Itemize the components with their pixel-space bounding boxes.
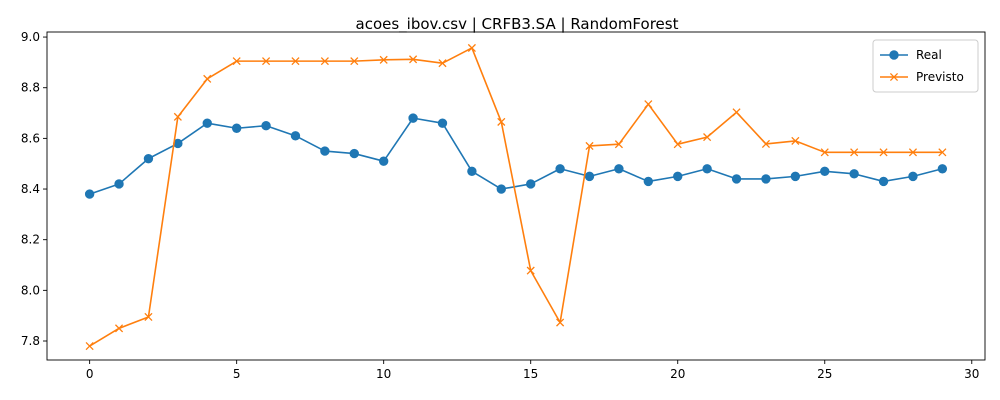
chart-title: acoes_ibov.csv | CRFB3.SA | RandomForest: [356, 15, 679, 34]
y-tick-label: 9.0: [21, 30, 40, 44]
x-tick-label: 30: [964, 367, 979, 381]
data-point-previsto: [203, 74, 212, 83]
data-point-real: [143, 153, 154, 164]
plot-frame: [46, 31, 986, 361]
data-point-previsto: [879, 148, 888, 157]
y-tick-label: 8.4: [21, 182, 40, 196]
series-real: [84, 113, 948, 199]
y-tick-label: 8.2: [21, 233, 40, 247]
x-tick-label: 10: [376, 367, 391, 381]
data-point-real: [702, 164, 712, 174]
data-point-real: [467, 166, 477, 177]
legend-box: [872, 39, 979, 93]
legend-label-previsto: Previsto: [916, 70, 964, 84]
data-point-real: [378, 156, 389, 166]
data-point-previsto: [438, 59, 447, 68]
data-point-real: [437, 118, 448, 128]
y-tick-label: 8.8: [21, 81, 40, 95]
data-point-previsto: [556, 318, 565, 327]
x-axis: 0 5 10 15 20 25 30: [86, 360, 979, 381]
data-point-real: [820, 166, 830, 177]
y-tick-label: 7.8: [21, 334, 40, 348]
data-point-real: [761, 174, 771, 184]
data-point-real: [202, 118, 212, 128]
data-point-real: [555, 164, 565, 174]
data-point-real: [320, 146, 330, 156]
data-point-real: [849, 169, 859, 179]
data-point-previsto: [144, 312, 153, 322]
data-point-real: [526, 179, 536, 189]
data-point-real: [937, 164, 948, 174]
data-point-real: [290, 131, 301, 141]
x-tick-label: 20: [670, 367, 685, 381]
x-tick-label: 15: [523, 367, 538, 381]
data-point-previsto: [820, 148, 829, 157]
data-point-real: [790, 171, 801, 182]
series-line-previsto: [89, 47, 943, 347]
data-point-real: [114, 179, 124, 189]
data-point-real: [496, 184, 506, 194]
data-point-real: [878, 176, 889, 187]
data-point-previsto: [291, 57, 300, 66]
data-point-previsto: [350, 57, 359, 66]
data-point-previsto: [938, 148, 947, 157]
legend-marker-real: [889, 50, 899, 60]
data-point-real: [643, 176, 654, 187]
data-point-real: [231, 123, 242, 133]
y-tick-label: 8.6: [21, 131, 40, 145]
data-point-real: [349, 148, 359, 159]
data-point-real: [408, 113, 418, 123]
legend-marker-previsto: [889, 72, 899, 82]
data-point-previsto: [644, 100, 653, 109]
data-point-previsto: [114, 324, 124, 333]
data-point-previsto: [614, 140, 623, 149]
data-point-previsto: [703, 133, 712, 142]
data-point-previsto: [908, 148, 918, 157]
x-tick-label: 25: [817, 367, 832, 381]
data-point-previsto: [173, 112, 182, 121]
x-tick-label: 0: [86, 367, 94, 381]
data-point-previsto: [585, 141, 594, 151]
data-point-previsto: [467, 43, 476, 53]
data-point-previsto: [262, 57, 271, 66]
data-point-previsto: [732, 108, 741, 117]
data-point-real: [731, 174, 742, 184]
data-point-real: [584, 171, 595, 182]
series-previsto: [85, 43, 947, 351]
data-point-previsto: [791, 136, 800, 145]
data-point-previsto: [379, 55, 388, 64]
data-point-previsto: [320, 57, 329, 66]
x-tick-label: 5: [233, 367, 241, 381]
data-point-previsto: [526, 266, 535, 275]
data-point-real: [614, 164, 624, 174]
data-point-real: [261, 121, 271, 131]
data-point-previsto: [761, 139, 770, 149]
data-point-previsto: [232, 57, 241, 66]
data-point-real: [908, 171, 918, 182]
series-line-real: [89, 117, 943, 195]
y-axis: 7.8 8.0 8.2 8.4 8.6 8.8 9.0: [21, 30, 47, 348]
data-point-previsto: [497, 117, 506, 126]
data-point-real: [84, 189, 95, 199]
legend: Real Previsto: [872, 39, 979, 93]
data-point-previsto: [673, 140, 682, 149]
data-point-real: [673, 171, 683, 182]
data-point-previsto: [85, 342, 94, 351]
legend-label-real: Real: [916, 48, 942, 62]
y-tick-label: 8.0: [21, 283, 40, 297]
data-point-previsto: [850, 148, 859, 157]
data-point-previsto: [409, 55, 418, 64]
series-layer: [84, 43, 948, 351]
